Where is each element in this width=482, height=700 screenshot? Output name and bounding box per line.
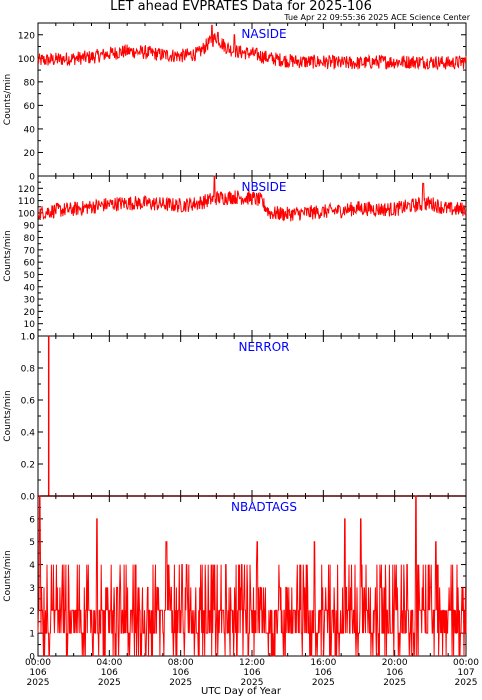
y-tick-label: 60	[24, 102, 36, 112]
x-tick-label-year: 2025	[383, 678, 406, 688]
panel-frame-nerror	[37, 335, 467, 497]
y-tick-label: 120	[18, 31, 35, 41]
x-tick-label-time: 08:00	[168, 658, 194, 668]
y-tick-label: 3	[29, 584, 35, 594]
y-tick-label: 0.6	[21, 397, 36, 407]
y-tick-label: 30	[24, 296, 36, 306]
y-tick-label: 4	[29, 561, 35, 571]
y-tick-label: 6	[29, 515, 35, 525]
x-tick-label-year: 2025	[455, 678, 478, 688]
x-tick-label-day: 107	[457, 668, 474, 678]
timestamp: Tue Apr 22 09:55:36 2025 ACE Science Cen…	[284, 13, 470, 22]
x-axis-title: UTC Day of Year	[201, 686, 281, 697]
series-line-nbadtags	[37, 495, 467, 657]
y-tick-label: 120	[18, 185, 35, 195]
x-tick-label-day: 106	[172, 668, 189, 678]
y-tick-label: 0	[29, 653, 35, 663]
series-label-nbadtags: NBADTAGS	[231, 500, 297, 514]
x-tick-label-day: 106	[315, 668, 332, 678]
x-tick-label-time: 00:00	[453, 658, 479, 668]
series-line-naside	[37, 24, 467, 71]
y-tick-label: 100	[18, 209, 35, 219]
y-tick-label: 10	[24, 320, 36, 330]
x-tick-label-time: 20:00	[382, 658, 408, 668]
y-tick-label: 80	[24, 78, 36, 88]
series-label-nerror: NERROR	[238, 340, 289, 354]
y-tick-label: 40	[24, 125, 36, 135]
x-tick-label-day: 106	[243, 668, 260, 678]
x-tick-label-time: 00:00	[25, 658, 51, 668]
y-tick-label: 70	[24, 246, 36, 256]
y-tick-label: 0.4	[21, 429, 36, 439]
y-tick-label: 20	[24, 149, 36, 159]
y-axis-label: Counts/min	[3, 74, 13, 125]
y-tick-label: 20	[24, 308, 36, 318]
x-tick-label-time: 04:00	[96, 658, 122, 668]
x-tick-label-time: 12:00	[239, 658, 265, 668]
x-tick-label-year: 2025	[241, 678, 264, 688]
x-tick-label-time: 16:00	[310, 658, 336, 668]
y-tick-label: 5	[29, 538, 35, 548]
y-tick-label: 1.0	[21, 333, 36, 343]
chart-title: LET ahead EVPRATES Data for 2025-106	[110, 0, 372, 14]
series-label-nbside: NBSIDE	[242, 180, 287, 194]
y-tick-label: 2	[29, 607, 35, 617]
x-tick-label-year: 2025	[169, 678, 192, 688]
y-axis-label: Counts/min	[3, 390, 13, 441]
y-tick-label: 0.2	[21, 461, 35, 471]
y-tick-label: 0.8	[21, 365, 36, 375]
y-tick-label: 90	[24, 222, 36, 232]
x-tick-label-day: 106	[29, 668, 46, 678]
y-tick-label: 0	[29, 173, 35, 183]
y-axis-label: Counts/min	[3, 550, 13, 601]
series-line-nbside	[37, 175, 467, 222]
y-tick-label: 40	[24, 283, 36, 293]
series-label-naside: NASIDE	[241, 27, 286, 41]
y-tick-label: 60	[24, 259, 36, 269]
x-tick-label-year: 2025	[98, 678, 121, 688]
y-tick-label: 110	[18, 197, 35, 207]
y-tick-label: 80	[24, 234, 36, 244]
x-tick-label-day: 106	[386, 668, 403, 678]
y-tick-label: 0.0	[21, 493, 36, 503]
x-tick-label-year: 2025	[312, 678, 335, 688]
y-tick-label: 100	[18, 55, 35, 65]
panel-frame-naside	[37, 22, 467, 177]
y-tick-label: 0	[29, 333, 35, 343]
x-tick-label-day: 106	[101, 668, 118, 678]
x-tick-label-year: 2025	[27, 678, 50, 688]
y-axis-label: Counts/min	[3, 230, 13, 281]
y-tick-label: 50	[24, 271, 36, 281]
y-tick-label: 1	[29, 630, 35, 640]
